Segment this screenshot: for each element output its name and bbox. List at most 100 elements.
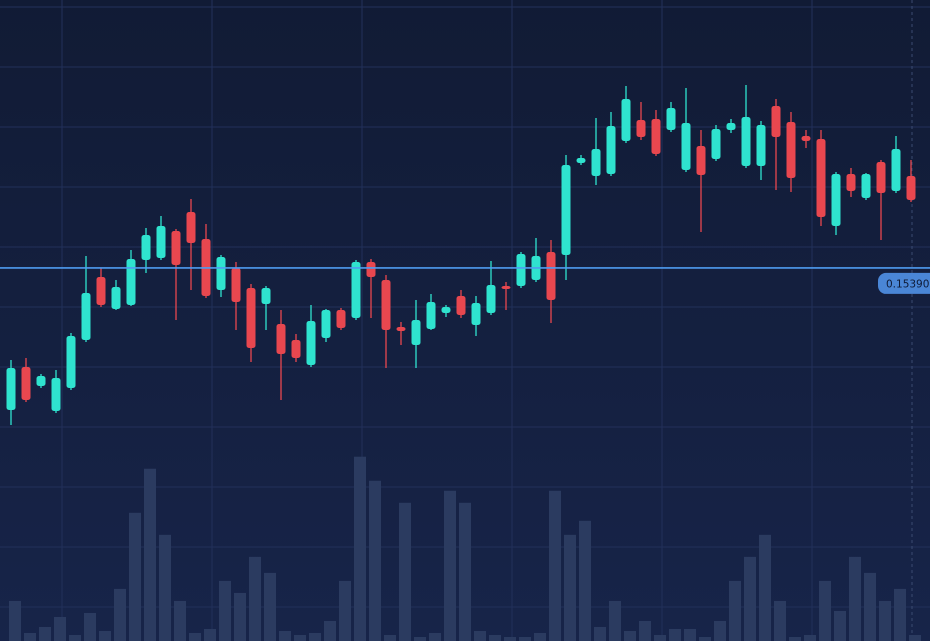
candle-body [591, 149, 601, 176]
candle-body [741, 117, 751, 166]
volume-bar [114, 588, 126, 641]
volume-bar [174, 600, 186, 641]
volume-bar [444, 490, 456, 641]
volume-bar [699, 636, 711, 641]
candle-body [576, 158, 586, 163]
volume-bar [789, 636, 801, 641]
volume-bar [804, 634, 816, 641]
volume-bar [264, 572, 276, 641]
volume-bar [159, 534, 171, 641]
volume-bar [369, 480, 381, 641]
candle-body [186, 212, 196, 243]
candle-body [246, 288, 256, 348]
volume-bar [834, 610, 846, 641]
volume-bar [504, 636, 516, 641]
candle-body [891, 149, 901, 191]
candle-body [21, 367, 31, 400]
candle-body [816, 139, 826, 217]
candle-body [771, 106, 781, 137]
volume-bar [399, 502, 411, 641]
candle-body [141, 235, 151, 260]
candle-body [171, 231, 181, 265]
candle-body [651, 119, 661, 154]
volume-bar [84, 612, 96, 641]
candle-body [216, 257, 226, 290]
candle-body [291, 340, 301, 358]
volume-bar [24, 632, 36, 641]
volume-bar [624, 630, 636, 641]
volume-bar [594, 626, 606, 641]
volume-bar [564, 534, 576, 641]
candle-body [126, 259, 136, 305]
candle-body [51, 378, 61, 411]
volume-bar [774, 600, 786, 641]
volume-bar [609, 600, 621, 641]
volume-bar [684, 628, 696, 641]
price-label-box [878, 272, 930, 294]
candle-body [516, 254, 526, 286]
candle-body [861, 174, 871, 198]
volume-bar [354, 456, 366, 641]
candle-body [321, 310, 331, 338]
volume-bar [294, 634, 306, 641]
candle-body [66, 336, 76, 388]
candle-body [696, 146, 706, 175]
volume-bar [219, 580, 231, 641]
volume-bar [414, 636, 426, 641]
volume-bar [459, 502, 471, 641]
candle-body [261, 288, 271, 304]
volume-bar [579, 520, 591, 641]
volume-bar [894, 588, 906, 641]
candle-body [441, 307, 451, 313]
volume-bar [144, 468, 156, 641]
volume-bar [489, 634, 501, 641]
volume-bar [654, 634, 666, 641]
candle-body [36, 376, 46, 386]
volume-bar [384, 634, 396, 641]
candle-body [276, 324, 286, 354]
volume-bar [324, 620, 336, 641]
volume-bar [669, 628, 681, 641]
candle-body [636, 120, 646, 137]
candle-body [96, 277, 106, 305]
volume-bar [339, 580, 351, 641]
volume-bar [279, 630, 291, 641]
candle-body [606, 126, 616, 174]
volume-bar [9, 600, 21, 641]
candle-body [471, 303, 481, 325]
volume-bar [759, 534, 771, 641]
candle-body [486, 285, 496, 313]
candle-body [351, 262, 361, 318]
volume-bar [204, 628, 216, 641]
candle-body [111, 287, 121, 309]
volume-bar [234, 592, 246, 641]
volume-bar [849, 556, 861, 641]
price-layer: 0.153902 [0, 85, 930, 425]
candle-body [711, 129, 721, 159]
candle-body [81, 293, 91, 340]
volume-bar [474, 630, 486, 641]
volume-bar [249, 556, 261, 641]
candle-body [621, 99, 631, 141]
candle-body [336, 310, 346, 328]
candle-body [906, 176, 916, 200]
volume-bar [909, 634, 921, 641]
candle-body [381, 280, 391, 330]
volume-bar [54, 616, 66, 641]
candle-body [306, 321, 316, 365]
candle-body [726, 123, 736, 130]
volume-bar [639, 620, 651, 641]
volume-bar [99, 630, 111, 641]
candle-body [426, 302, 436, 329]
volume-bar [819, 580, 831, 641]
volume-bar [39, 626, 51, 641]
volume-layer [9, 456, 921, 641]
candle-body [666, 108, 676, 130]
candle-body [846, 174, 856, 191]
candle-body [231, 268, 241, 302]
volume-bar [309, 632, 321, 641]
volume-bar [519, 636, 531, 641]
